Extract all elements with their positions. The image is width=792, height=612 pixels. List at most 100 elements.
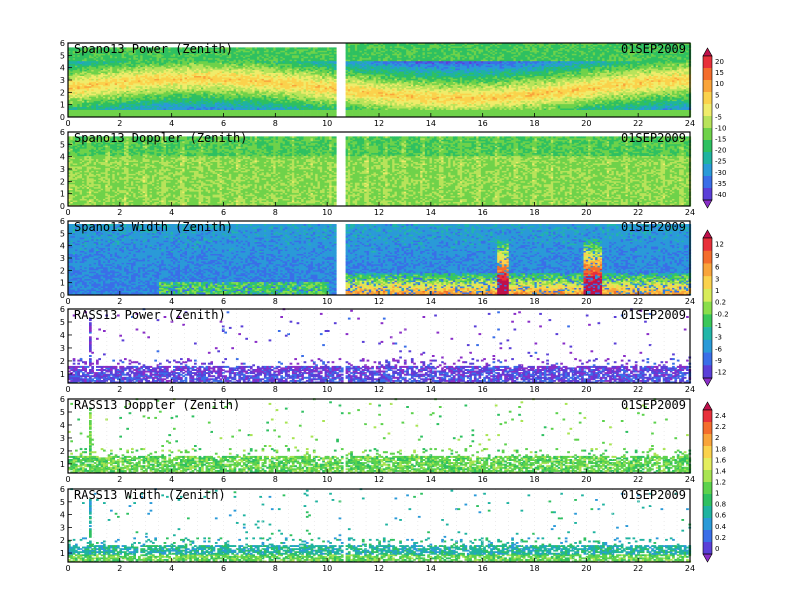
y-tick-label: 2 xyxy=(60,266,65,275)
colorbar-label: 0 xyxy=(715,545,719,553)
y-tick-label: 5 xyxy=(60,408,65,417)
x-tick-label: 20 xyxy=(581,385,591,394)
y-tick-label: 4 xyxy=(60,331,65,340)
panel-title: Spano13 Width (Zenith) xyxy=(74,220,233,234)
x-tick-label: 0 xyxy=(65,564,70,573)
x-tick-label: 2 xyxy=(117,208,122,217)
colorbar-label: 3 xyxy=(715,275,719,283)
colorbar-label: 2.2 xyxy=(715,423,726,431)
y-tick-label: 2 xyxy=(60,447,65,456)
y-tick-label: 5 xyxy=(60,318,65,327)
x-tick-label: 12 xyxy=(374,564,384,573)
x-tick-label: 16 xyxy=(478,564,488,573)
y-tick-label: 6 xyxy=(60,217,65,226)
x-tick-label: 18 xyxy=(529,564,539,573)
heatmap-cells xyxy=(68,136,691,206)
y-tick-label: 4 xyxy=(60,153,65,162)
x-tick-label: 0 xyxy=(65,297,70,306)
x-tick-label: 18 xyxy=(529,119,539,128)
x-tick-label: 24 xyxy=(685,385,695,394)
colorbar-label: 9 xyxy=(715,252,719,260)
y-tick-label: 1 xyxy=(60,370,65,379)
x-tick-label: 14 xyxy=(426,475,436,484)
x-tick-label: 6 xyxy=(221,564,226,573)
colorbar-label: 10 xyxy=(715,80,724,88)
y-tick-label: 3 xyxy=(60,165,65,174)
x-tick-label: 0 xyxy=(65,385,70,394)
x-tick-label: 0 xyxy=(65,475,70,484)
y-tick-label: 2 xyxy=(60,357,65,366)
x-tick-label: 6 xyxy=(221,297,226,306)
colorbar-width: 2.42.221.81.61.41.210.80.60.40.20 xyxy=(703,402,727,562)
y-tick-label: 5 xyxy=(60,140,65,149)
x-tick-label: 8 xyxy=(273,119,278,128)
colorbar-label: -35 xyxy=(715,180,726,188)
x-tick-label: 12 xyxy=(374,385,384,394)
x-tick-label: 22 xyxy=(633,119,643,128)
colorbar-label: 0 xyxy=(715,102,719,110)
y-tick-label: 1 xyxy=(60,549,65,558)
panel-date: 01SEP2009 xyxy=(621,42,686,56)
panel-title: Spano13 Power (Zenith) xyxy=(74,42,233,56)
x-tick-label: 12 xyxy=(374,119,384,128)
panel-date: 01SEP2009 xyxy=(621,398,686,412)
colorbar-label: -15 xyxy=(715,136,726,144)
x-tick-label: 4 xyxy=(169,119,174,128)
x-tick-label: 20 xyxy=(581,208,591,217)
colorbar-label: -6 xyxy=(715,345,723,353)
colorbar-label: 0.6 xyxy=(715,512,727,520)
colorbar-label: 20 xyxy=(715,58,724,66)
x-tick-label: 6 xyxy=(221,385,226,394)
x-tick-label: 24 xyxy=(685,297,695,306)
colorbar-label: 1.4 xyxy=(715,467,727,475)
colorbar-label: -1 xyxy=(715,322,722,330)
x-tick-label: 16 xyxy=(478,297,488,306)
colorbar-label: -25 xyxy=(715,158,726,166)
y-tick-label: 2 xyxy=(60,536,65,545)
x-tick-label: 14 xyxy=(426,385,436,394)
colorbar-label: -3 xyxy=(715,334,722,342)
x-tick-label: 22 xyxy=(633,208,643,217)
x-tick-label: 6 xyxy=(221,208,226,217)
x-tick-label: 18 xyxy=(529,297,539,306)
x-tick-label: 22 xyxy=(633,564,643,573)
x-tick-label: 8 xyxy=(273,297,278,306)
x-tick-label: 24 xyxy=(685,208,695,217)
x-tick-label: 14 xyxy=(426,208,436,217)
colorbar-label: -0.2 xyxy=(715,310,729,318)
x-tick-label: 8 xyxy=(273,208,278,217)
colorbar-label: -5 xyxy=(715,113,722,121)
y-tick-label: 2 xyxy=(60,177,65,186)
y-tick-label: 2 xyxy=(60,88,65,97)
y-tick-label: 1 xyxy=(60,460,65,469)
panel-title: Spano13 Doppler (Zenith) xyxy=(74,131,247,145)
colorbar-label: -30 xyxy=(715,169,726,177)
x-tick-label: 10 xyxy=(322,564,332,573)
y-tick-label: 4 xyxy=(60,511,65,520)
y-tick-label: 4 xyxy=(60,242,65,251)
colorbar-label: 0.4 xyxy=(715,523,727,531)
x-tick-label: 4 xyxy=(169,385,174,394)
x-tick-label: 8 xyxy=(273,385,278,394)
colorbar-label: 2 xyxy=(715,434,719,442)
x-tick-label: 16 xyxy=(478,385,488,394)
x-tick-label: 24 xyxy=(685,119,695,128)
y-tick-label: 0 xyxy=(60,291,65,300)
y-tick-label: 1 xyxy=(60,279,65,288)
colorbar-label: 1.2 xyxy=(715,479,726,487)
x-tick-label: 20 xyxy=(581,119,591,128)
x-tick-label: 0 xyxy=(65,208,70,217)
x-tick-label: 24 xyxy=(685,475,695,484)
x-tick-label: 4 xyxy=(169,208,174,217)
x-tick-label: 4 xyxy=(169,564,174,573)
y-tick-label: 6 xyxy=(60,395,65,404)
x-tick-label: 10 xyxy=(322,385,332,394)
y-tick-label: 5 xyxy=(60,229,65,238)
colorbar-label: 0.8 xyxy=(715,501,726,509)
